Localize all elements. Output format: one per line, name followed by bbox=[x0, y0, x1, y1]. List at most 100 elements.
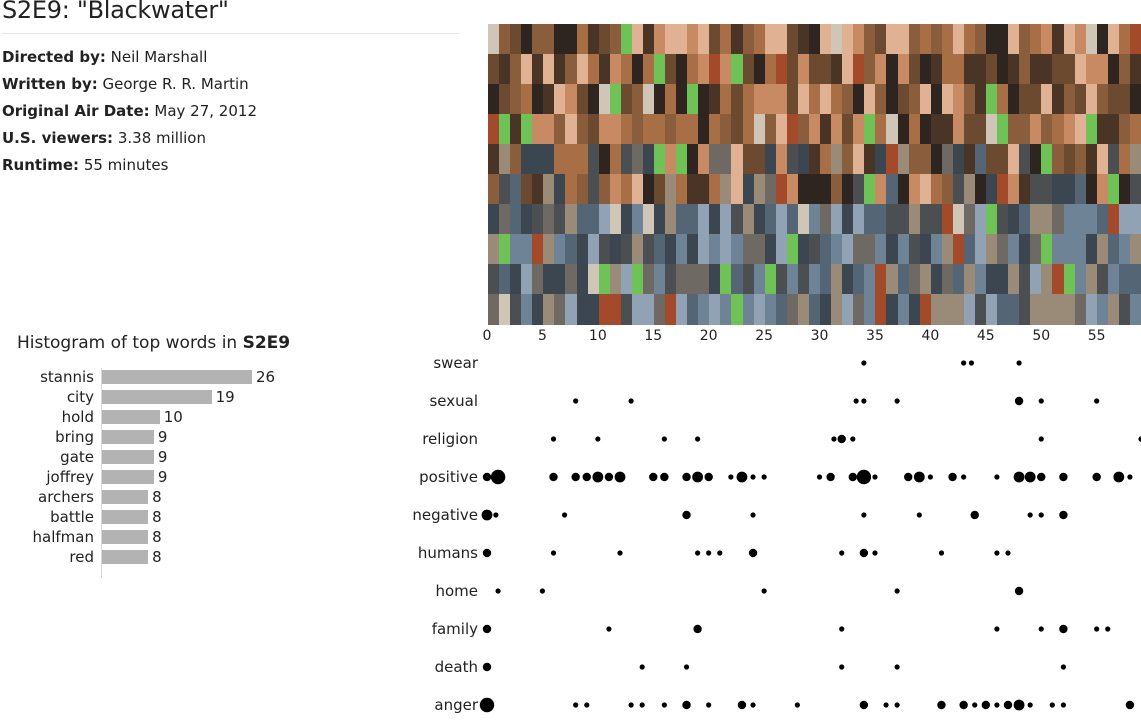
grid-cell bbox=[1008, 204, 1020, 235]
grid-cell bbox=[554, 114, 567, 145]
grid-cell bbox=[642, 144, 655, 175]
grid-cell bbox=[687, 174, 699, 205]
grid-cell bbox=[1052, 24, 1065, 55]
scatter-dot-negative bbox=[861, 512, 867, 518]
grid-cell bbox=[510, 174, 522, 205]
scatter-dot-positive bbox=[856, 469, 872, 485]
scatter-dot-anger bbox=[794, 702, 800, 708]
scatter-dot-family bbox=[693, 624, 702, 634]
grid-cell bbox=[1074, 264, 1087, 295]
grid-cell bbox=[532, 204, 544, 235]
scatter-dot-death bbox=[839, 664, 845, 670]
grid-cell bbox=[808, 144, 821, 175]
grid-cell bbox=[897, 234, 910, 265]
grid-cell bbox=[820, 24, 832, 55]
grid-cell bbox=[963, 174, 976, 205]
grid-cell bbox=[963, 204, 976, 235]
grid-cell bbox=[654, 24, 666, 55]
grid-cell bbox=[753, 84, 766, 115]
grid-cell bbox=[499, 24, 511, 55]
grid-cell bbox=[1096, 54, 1109, 85]
grid-cell bbox=[886, 144, 899, 175]
scatter-dot-anger bbox=[584, 702, 590, 708]
histogram-bar bbox=[102, 370, 252, 384]
scatter-dot-sexual bbox=[1094, 398, 1100, 404]
scatter-dot-positive bbox=[872, 474, 878, 480]
scatter-dot-swear bbox=[968, 360, 975, 366]
grid-cell bbox=[742, 174, 755, 205]
grid-cell bbox=[952, 204, 965, 235]
histogram-value-label: 26 bbox=[256, 368, 276, 386]
grid-cell bbox=[654, 174, 666, 205]
histogram-value-label: 8 bbox=[152, 508, 162, 526]
viewers-row: U.S. viewers: 3.38 million bbox=[2, 125, 257, 152]
scatter-dot-positive bbox=[1024, 471, 1036, 483]
grid-cell bbox=[665, 174, 677, 205]
grid-cell bbox=[554, 144, 567, 175]
histogram-bar bbox=[102, 430, 154, 444]
grid-cell bbox=[720, 264, 733, 295]
grid-cell bbox=[543, 204, 555, 235]
grid-cell bbox=[488, 84, 500, 115]
scatter-dot-positive bbox=[848, 472, 857, 482]
grid-cell bbox=[941, 204, 954, 235]
grid-cell bbox=[554, 234, 567, 265]
grid-cell bbox=[1074, 84, 1087, 115]
grid-cell bbox=[488, 204, 500, 235]
grid-cell bbox=[1118, 144, 1131, 175]
histogram-title-prefix: Histogram of top words in bbox=[17, 333, 243, 353]
grid-cell bbox=[908, 294, 921, 325]
grid-cell bbox=[1107, 234, 1120, 265]
grid-cell bbox=[532, 174, 544, 205]
grid-cell bbox=[587, 84, 600, 115]
grid-cell bbox=[631, 204, 644, 235]
scatter-dot-swear bbox=[961, 360, 967, 366]
histogram-bar bbox=[102, 390, 212, 404]
grid-cell bbox=[543, 54, 555, 85]
scatter-dot-home bbox=[495, 588, 501, 594]
grid-cell bbox=[820, 144, 832, 175]
grid-cell bbox=[775, 264, 788, 295]
grid-cell bbox=[1008, 264, 1020, 295]
grid-cell bbox=[864, 294, 876, 325]
episode-meta: Directed by: Neil Marshall Written by: G… bbox=[2, 44, 257, 179]
grid-cell bbox=[797, 264, 810, 295]
scatter-dot-positive bbox=[1013, 471, 1025, 483]
scatter-dot-sexual bbox=[861, 398, 867, 404]
grid-cell bbox=[631, 294, 644, 325]
grid-cell bbox=[1096, 234, 1109, 265]
grid-cell bbox=[620, 144, 633, 175]
grid-cell bbox=[941, 54, 954, 85]
histogram-row: bring 9 bbox=[0, 427, 400, 447]
grid-cell bbox=[831, 234, 843, 265]
grid-cell bbox=[499, 84, 511, 115]
grid-cell bbox=[642, 264, 655, 295]
scatter-dot-anger bbox=[682, 700, 691, 710]
grid-cell bbox=[831, 264, 843, 295]
grid-cell bbox=[886, 84, 899, 115]
grid-cell bbox=[1085, 294, 1098, 325]
grid-cell bbox=[1008, 174, 1020, 205]
grid-cell bbox=[1118, 84, 1131, 115]
grid-cell bbox=[842, 294, 854, 325]
grid-cell bbox=[1118, 54, 1131, 85]
grid-cell bbox=[609, 24, 622, 55]
grid-cell bbox=[554, 204, 567, 235]
grid-cell bbox=[974, 54, 987, 85]
grid-cell bbox=[510, 114, 522, 145]
grid-cell bbox=[930, 234, 943, 265]
grid-cell bbox=[1096, 204, 1109, 235]
grid-cell bbox=[698, 234, 710, 265]
grid-cell bbox=[908, 24, 921, 55]
grid-cell bbox=[897, 264, 910, 295]
grid-cell bbox=[1019, 294, 1031, 325]
scatter-dot-sexual bbox=[573, 398, 579, 404]
grid-cell bbox=[1118, 114, 1131, 145]
grid-cell bbox=[631, 84, 644, 115]
grid-cell bbox=[764, 234, 777, 265]
grid-cell bbox=[864, 84, 876, 115]
grid-cell bbox=[1052, 114, 1065, 145]
grid-cell bbox=[897, 54, 910, 85]
grid-cell bbox=[1129, 24, 1141, 55]
grid-cell bbox=[820, 204, 832, 235]
